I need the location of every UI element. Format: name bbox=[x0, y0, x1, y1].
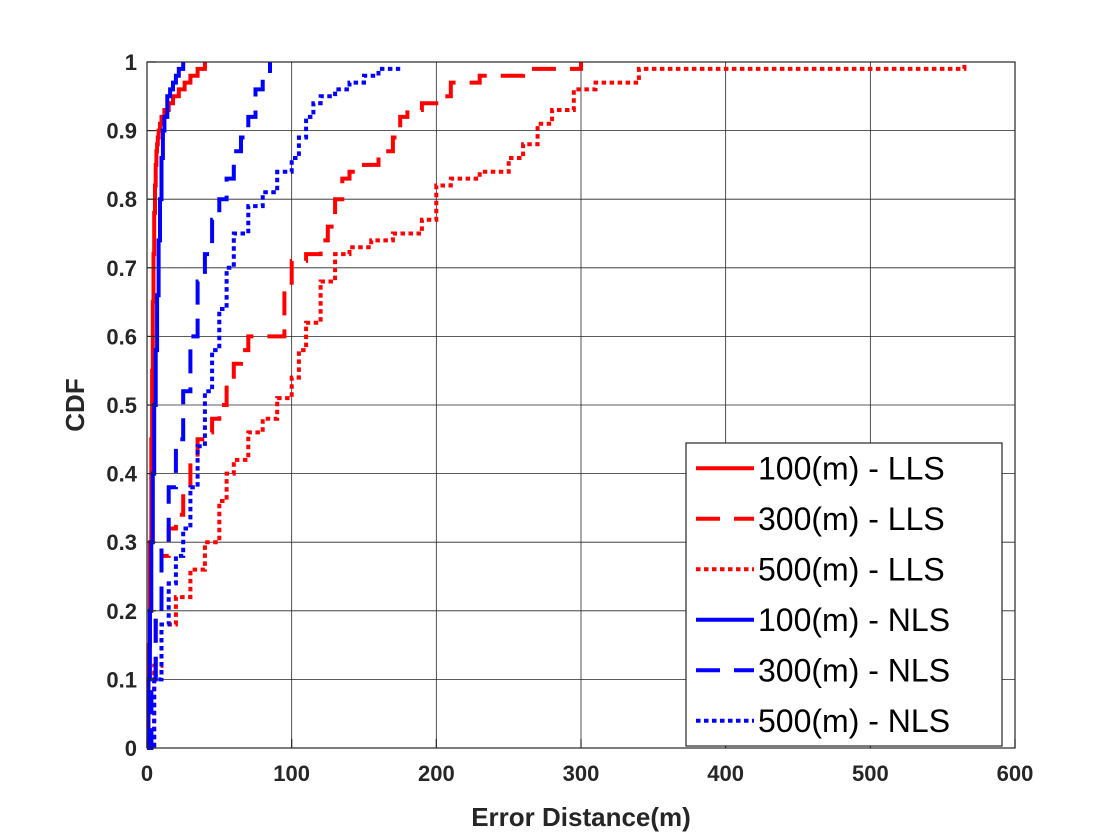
y-tick-label: 0.5 bbox=[106, 393, 137, 418]
x-tick-label: 200 bbox=[418, 761, 455, 786]
series-line-1 bbox=[146, 62, 207, 750]
y-tick-label: 0.7 bbox=[106, 256, 137, 281]
legend-box bbox=[685, 442, 1003, 747]
series-line-6 bbox=[147, 66, 401, 750]
y-tick-label: 0 bbox=[125, 736, 137, 761]
x-tick-label: 400 bbox=[707, 761, 744, 786]
legend-label: 300(m) - NLS bbox=[758, 652, 950, 688]
x-tick-label: 500 bbox=[852, 761, 889, 786]
series-line-2 bbox=[147, 62, 583, 750]
y-tick-label: 0.2 bbox=[106, 599, 137, 624]
y-tick-label: 0.9 bbox=[106, 119, 137, 144]
y-tick-label: 0.8 bbox=[106, 187, 137, 212]
y-tick-label: 0.6 bbox=[106, 324, 137, 349]
legend-label: 300(m) - LLS bbox=[758, 501, 945, 537]
x-tick-label: 100 bbox=[273, 761, 310, 786]
y-tick-label: 0.3 bbox=[106, 530, 137, 555]
x-tick-label: 600 bbox=[997, 761, 1034, 786]
series-line-5 bbox=[147, 62, 272, 750]
y-tick-label: 1 bbox=[125, 50, 137, 75]
legend-label: 100(m) - NLS bbox=[758, 602, 950, 638]
y-tick-label: 0.4 bbox=[106, 462, 137, 487]
x-tick-label: 300 bbox=[563, 761, 600, 786]
legend-label: 500(m) - NLS bbox=[758, 703, 950, 739]
legend: 100(m) - LLS 300(m) - LLS 500(m) - LLS 100(… bbox=[685, 442, 1003, 747]
x-tick-label: 0 bbox=[141, 761, 153, 786]
axis-ticks: 0 100 200 300 400 500 600 0 0.1 0.2 0.3 0.4 0.5 0.6 0.… bbox=[106, 50, 1033, 786]
y-tick-label: 0.1 bbox=[106, 667, 137, 692]
series-line-3 bbox=[147, 62, 967, 750]
legend-label: 100(m) - LLS bbox=[758, 450, 945, 486]
x-axis-label: Error Distance(m) bbox=[471, 802, 691, 832]
legend-label: 500(m) - LLS bbox=[758, 551, 945, 587]
y-axis-label: CDF bbox=[60, 378, 90, 431]
